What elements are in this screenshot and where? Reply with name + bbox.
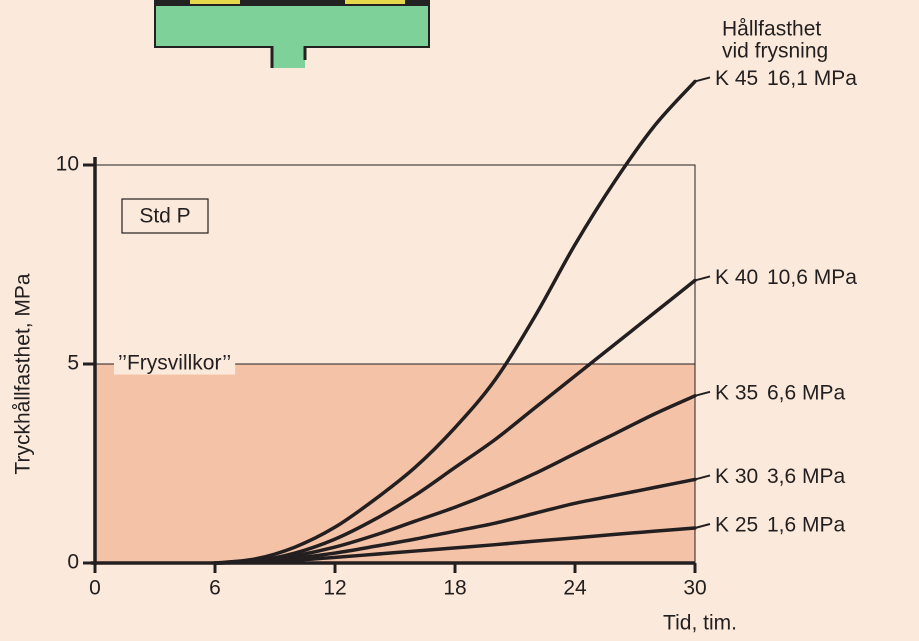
curve [213, 526, 697, 565]
band-label-bg [114, 351, 236, 375]
x-tick-label: 0 [89, 577, 101, 600]
legend-title: vid frysning [722, 40, 828, 63]
box-label: Std P [139, 205, 190, 228]
curve [213, 278, 697, 565]
leader [694, 523, 711, 529]
std-box [121, 198, 209, 234]
y-tick-label: 10 [56, 153, 79, 176]
x-tick-label: 18 [443, 577, 466, 600]
y-axis-label: Tryckhållfasthet, MPa [12, 273, 35, 474]
band-label: ’’Frysvillkor’’ [118, 352, 231, 375]
leader [694, 390, 711, 397]
series-name: K 30 [715, 465, 758, 488]
series-name: K 25 [715, 514, 758, 537]
series-name: K 35 [715, 381, 758, 404]
x-tick-label: 30 [683, 577, 706, 600]
series-annotation: 16,1 MPa [767, 67, 857, 90]
leader [694, 474, 711, 481]
x-tick-label: 12 [323, 577, 346, 600]
curve [213, 79, 697, 565]
curve [213, 477, 697, 565]
legend-title: Hållfasthet [722, 18, 821, 41]
illustration [154, 0, 430, 68]
curve [213, 394, 697, 565]
series-annotation: 1,6 MPa [767, 514, 846, 537]
series-name: K 40 [715, 266, 758, 289]
series-annotation: 10,6 MPa [767, 266, 857, 289]
x-tick-label: 6 [209, 577, 221, 600]
x-axis-label: Tid, tim. [663, 612, 737, 635]
x-tick-label: 24 [563, 577, 587, 600]
series-annotation: 6,6 MPa [767, 381, 846, 404]
band [95, 364, 695, 563]
leader [694, 275, 711, 282]
series-name: K 45 [715, 67, 758, 90]
y-tick-label: 0 [67, 551, 79, 574]
series-annotation: 3,6 MPa [767, 465, 846, 488]
leader [694, 76, 711, 83]
y-tick-label: 5 [67, 352, 79, 375]
